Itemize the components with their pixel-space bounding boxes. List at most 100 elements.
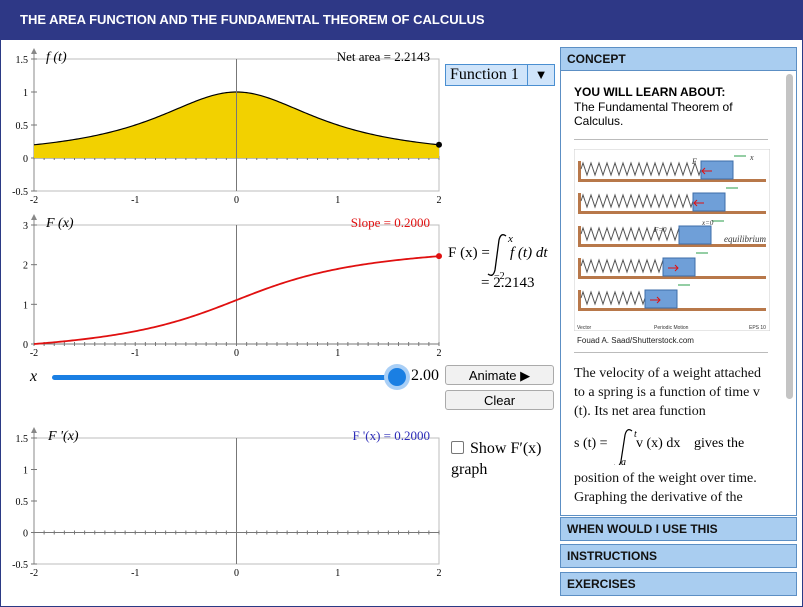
integral-sign: [614, 429, 633, 465]
force-arrow-icon: [650, 296, 661, 304]
F-curve: [33, 255, 440, 345]
image-label-x0: x=0: [701, 219, 714, 227]
image-label-F1: F: [691, 157, 697, 166]
animate-button[interactable]: Animate ▶: [445, 365, 554, 385]
x-tick-label: 0: [234, 195, 239, 205]
x-tick-label: -1: [131, 195, 139, 205]
spring-floor: [578, 244, 766, 247]
spring-coil: [580, 193, 694, 209]
spring-floor: [578, 211, 766, 214]
graph-readout: F '(x) = 0.2000: [352, 428, 430, 443]
x-slider-track[interactable]: [52, 375, 398, 380]
force-arrow-icon: [668, 264, 679, 272]
y-tick-label: 1.5: [16, 55, 29, 66]
x-tick-label: 1: [335, 348, 340, 359]
spring-floor: [578, 276, 766, 279]
y-tick-label: 3: [23, 221, 28, 232]
show-derivative-option[interactable]: Show F′(x) graph: [451, 438, 561, 480]
image-label-vector: Vector: [577, 325, 592, 331]
y-tick-label: 0: [23, 340, 28, 351]
spring-floor: [578, 179, 766, 182]
chevron-down-icon[interactable]: ▼: [527, 65, 554, 85]
exercises-header[interactable]: EXERCISES: [560, 572, 797, 596]
x-tick-label: 0: [234, 348, 239, 359]
force-arrow-icon: [701, 167, 712, 175]
axis-arrow-icon: [31, 214, 37, 220]
y-tick-label: 0: [23, 154, 28, 165]
formula-result: = 2.2143: [481, 275, 534, 291]
force-arrow-icon: [693, 199, 704, 207]
integral-sign: [487, 234, 507, 276]
spring-weight: [692, 192, 726, 212]
s-formula-integrand: v (x) dx: [636, 436, 680, 451]
x-tick-label: 2: [437, 195, 442, 205]
y-tick-label: 1.5: [16, 434, 29, 445]
x-tick-label: 0: [234, 568, 239, 579]
function-select-value: Function 1: [450, 66, 519, 83]
spring-weight: [700, 160, 734, 180]
x-tick-label: 2: [437, 568, 442, 579]
y-tick-label: 0.5: [16, 497, 29, 508]
y-axis-label: f (t): [46, 50, 67, 65]
axis-arrow-icon: [31, 48, 37, 54]
function-select[interactable]: Function 1 ▼: [445, 64, 555, 86]
image-label-f0: F=0: [653, 226, 667, 234]
divider: [574, 352, 768, 353]
current-point: [436, 141, 442, 148]
x-tick-label: -2: [30, 348, 38, 359]
spring-illustration: equilibrium x=0 F=0 F x Vector Periodic …: [574, 149, 770, 331]
x-slider-handle[interactable]: [388, 368, 406, 386]
area-formula: F (x) = x −2 f (t) dt = 2.2143: [448, 233, 548, 291]
spring-floor: [578, 308, 766, 311]
learn-heading: YOU WILL LEARN ABOUT:: [574, 85, 726, 99]
s-formula-upper: t: [634, 429, 637, 440]
image-label-periodic: Periodic Motion: [654, 325, 689, 331]
y-tick-label: -0.5: [12, 560, 28, 571]
concept-header[interactable]: CONCEPT: [560, 47, 797, 71]
show-derivative-checkbox[interactable]: [451, 441, 464, 454]
x-tick-label: 1: [335, 195, 340, 205]
spring-coil: [580, 290, 646, 306]
graph-readout: Slope = 0.2000: [351, 215, 430, 230]
spring-wall: [578, 226, 581, 247]
x-tick-label: 2: [437, 348, 442, 359]
y-tick-label: 1: [23, 88, 28, 99]
spring-coil: [580, 161, 702, 177]
image-label-equilibrium: equilibrium: [724, 234, 766, 244]
concept-text-2: position of the weight over time. Graphi…: [574, 471, 757, 505]
s-formula-tail: gives the: [694, 436, 744, 451]
y-tick-label: 2: [23, 261, 28, 272]
spring-coil: [580, 258, 664, 274]
slider-value: 2.00: [411, 367, 439, 384]
spring-weight: [644, 289, 678, 309]
formula-lower: −2: [494, 271, 505, 282]
current-point: [436, 253, 442, 260]
spring-wall: [578, 290, 581, 311]
learn-text: The Fundamental Theorem of Calculus.: [574, 100, 733, 128]
instructions-header[interactable]: INSTRUCTIONS: [560, 544, 797, 568]
y-axis-label: F (x): [45, 216, 74, 231]
spring-coil: [580, 226, 680, 242]
s-formula-lower: a: [621, 457, 626, 465]
formula-lhs: F (x) =: [448, 245, 490, 261]
info-panel: CONCEPT YOU WILL LEARN ABOUT: The Fundam…: [560, 47, 798, 599]
panel-scrollbar[interactable]: [786, 74, 793, 399]
y-axis-label: F '(x): [47, 429, 79, 444]
s-formula-lhs: s (t) =: [574, 436, 608, 451]
slider-label: x: [30, 368, 38, 385]
y-tick-label: 1: [23, 300, 28, 311]
y-tick-label: 1: [23, 466, 28, 477]
axis-arrow-icon: [31, 427, 37, 433]
x-tick-label: -2: [30, 568, 38, 579]
spring-wall: [578, 193, 581, 214]
s-formula: s (t) = t a v (x) dx gives the: [574, 429, 744, 465]
clear-button[interactable]: Clear: [445, 390, 554, 410]
concept-body[interactable]: YOU WILL LEARN ABOUT: The Fundamental Th…: [560, 71, 797, 516]
app-title: THE AREA FUNCTION AND THE FUNDAMENTAL TH…: [0, 0, 803, 40]
spring-wall: [578, 161, 581, 182]
when-header[interactable]: WHEN WOULD I USE THIS: [560, 517, 797, 541]
show-derivative-label: Show F′(x) graph: [451, 440, 542, 478]
